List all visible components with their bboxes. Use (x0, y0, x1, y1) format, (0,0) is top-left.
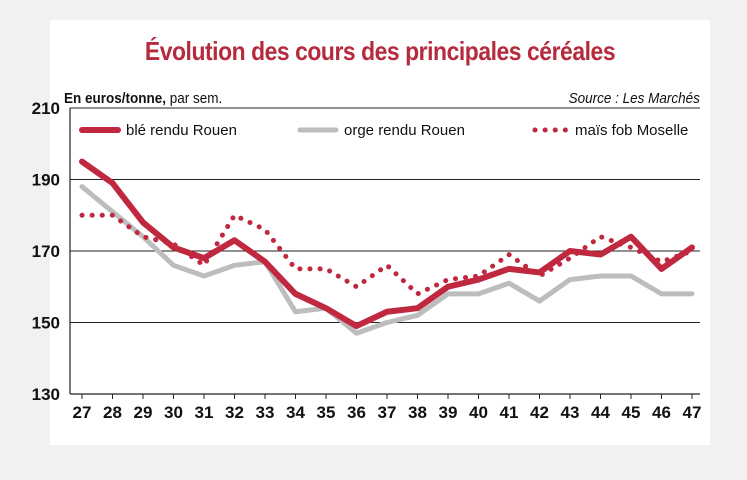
unit-label-bold: En euros/tonne, (64, 90, 167, 107)
legend-label: blé rendu Rouen (126, 122, 237, 139)
x-tick-label: 38 (408, 403, 427, 422)
x-tick-label: 37 (378, 403, 397, 422)
legend-label: orge rendu Rouen (344, 122, 465, 139)
series-line-orge-rendu-rouen (79, 184, 695, 336)
x-tick-label: 33 (256, 403, 275, 422)
x-tick-label: 29 (134, 403, 153, 422)
x-tick-label: 39 (439, 403, 458, 422)
x-tick-label: 45 (622, 403, 641, 422)
x-tick-label: 30 (164, 403, 183, 422)
y-tick-label: 170 (32, 242, 60, 261)
x-tick-label: 31 (195, 403, 214, 422)
x-tick-label: 27 (73, 403, 92, 422)
x-tick-label: 35 (317, 403, 336, 422)
x-tick-label: 42 (530, 403, 549, 422)
y-tick-label: 210 (32, 99, 60, 118)
page-bottom-strip (0, 445, 747, 480)
x-tick-label: 34 (286, 403, 305, 422)
x-tick-label: 43 (561, 403, 580, 422)
x-tick-label: 36 (347, 403, 366, 422)
source-label: Source : Les Marchés (568, 90, 700, 107)
y-tick-label: 190 (32, 171, 60, 190)
x-tick-label: 28 (103, 403, 122, 422)
x-tick-label: 44 (591, 403, 610, 422)
y-tick-label: 130 (32, 385, 60, 404)
x-tick-label: 46 (652, 403, 671, 422)
x-tick-label: 47 (683, 403, 702, 422)
chart-title: Évolution des cours des principales céré… (144, 36, 616, 66)
x-tick-label: 40 (469, 403, 488, 422)
y-tick-label: 150 (32, 314, 60, 333)
x-tick-label: 41 (500, 403, 519, 422)
unit-label: En euros/tonne, par sem. (64, 90, 222, 107)
series-line-ble-rendu-rouen (79, 158, 695, 330)
legend-label: maïs fob Moselle (575, 122, 688, 139)
x-tick-label: 32 (225, 403, 244, 422)
unit-label-suffix: par sem. (169, 90, 223, 107)
